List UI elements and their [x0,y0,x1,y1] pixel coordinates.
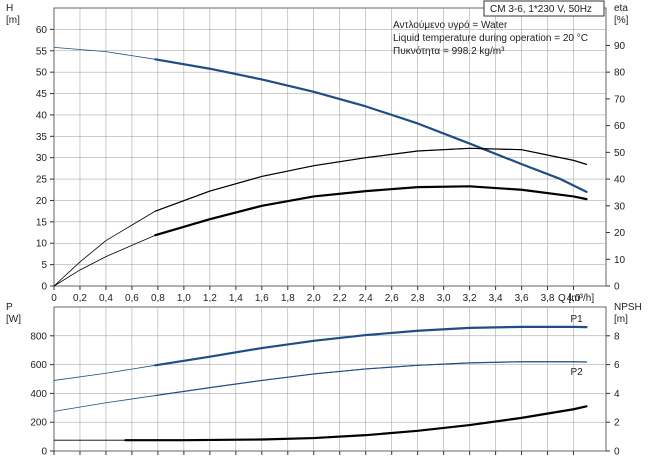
head-efficiency-y2-axis-unit: [%] [614,15,629,26]
power-npsh-y-tick-label: 0 [41,447,47,458]
head-efficiency-y-tick-label: 35 [36,132,48,143]
head-efficiency-y-tick-label: 10 [36,239,48,250]
head-efficiency-x-tick-label: 3,6 [515,293,529,304]
power-npsh-series-2-line [124,405,588,442]
head-efficiency-plot-frame [53,7,607,287]
head-efficiency-series-2-extended [53,185,587,287]
model-label-box [483,0,605,17]
power-npsh-series-2-extended [54,405,587,441]
power-npsh-series-label-p1: P1 [571,314,584,325]
head-efficiency-y-tick-label: 45 [36,89,48,100]
power-npsh-y-tick-label: 800 [30,331,47,342]
head-efficiency-x-tick-label: 0,2 [73,293,87,304]
power-npsh-y2-tick-label: 6 [614,360,620,371]
power-npsh-y2-tick-label: 2 [614,418,620,429]
head-efficiency-y2-tick-label: 70 [614,94,626,105]
head-efficiency-x-tick-label: 1,8 [281,293,295,304]
head-efficiency-x-tick-label: 1,6 [255,293,269,304]
head-efficiency-y-tick-label: 50 [36,68,48,79]
model-label: CM 3-6, 1*230 V, 50Hz [490,4,592,15]
power-npsh-y-axis-unit: [W] [6,314,21,325]
power-npsh-y-tick-label: 200 [30,418,47,429]
head-efficiency-x-tick-label: 3,2 [463,293,477,304]
power-npsh-y2-axis-unit: [m] [614,314,628,325]
head-efficiency-y-tick-label: 25 [36,175,48,186]
head-efficiency-y-tick-label: 40 [36,110,48,121]
head-efficiency-x-tick-label: 2,4 [359,293,373,304]
power-npsh-y2-tick-label: 8 [614,331,620,342]
head-efficiency-y2-tick-label: 30 [614,201,626,212]
power-npsh-y-axis-letter: P [6,302,13,313]
head-efficiency-y2-tick-label: 40 [614,175,626,186]
head-efficiency-x-tick-label: 0,4 [99,293,113,304]
head-efficiency-series-0-extended [53,46,587,193]
head-efficiency-series-1-extended [53,147,587,287]
head-efficiency-y-tick-label: 20 [36,196,48,207]
power-npsh-y2-tick-label: 4 [614,389,620,400]
head-efficiency-x-tick-label: 0,8 [151,293,165,304]
info-line-temperature: Liquid temperature during operation = 20… [393,33,588,44]
head-efficiency-x-tick-label: 0,6 [125,293,139,304]
power-npsh-series-1-extended [53,361,587,412]
power-npsh-y2-tick-label: 0 [614,447,620,458]
power-npsh-series-label-p2: P2 [571,367,584,378]
head-efficiency-series-2-line [154,185,588,237]
info-line-fluid: Αντλούμενο υγρό = Water [393,19,508,31]
head-efficiency-y2-tick-label: 60 [614,121,626,132]
head-efficiency-x-axis-label: Q [m³/h] [558,293,594,304]
head-efficiency-y-tick-label: 15 [36,217,48,228]
head-efficiency-x-tick-label: 1,2 [203,293,217,304]
power-npsh-y2-axis-letter: NPSH [614,302,642,313]
head-efficiency-y-tick-label: 5 [41,260,47,271]
head-efficiency-x-tick-label: 3,0 [437,293,451,304]
head-efficiency-series-1-line [154,147,588,212]
head-efficiency-y2-axis-letter: eta [614,3,628,14]
head-efficiency-series-0-line [154,58,588,194]
head-efficiency-x-tick-label: 2,0 [307,293,321,304]
power-npsh-series-1-line [154,361,588,397]
head-efficiency-y2-tick-label: 80 [614,68,626,79]
head-efficiency-y2-tick-label: 0 [614,282,620,293]
power-npsh-series-0-line [154,325,588,367]
head-efficiency-x-tick-label: 1,4 [229,293,243,304]
head-efficiency-y2-tick-label: 50 [614,148,626,159]
head-efficiency-x-tick-label: 2,8 [411,293,425,304]
head-efficiency-y-axis-letter: H [6,3,13,14]
power-npsh-series-0-extended [53,326,587,381]
power-npsh-plot-frame [53,306,607,452]
head-efficiency-y2-tick-label: 20 [614,228,626,239]
head-efficiency-y2-tick-label: 10 [614,255,626,266]
head-efficiency-x-tick-label: 3,4 [489,293,503,304]
head-efficiency-x-tick-label: 0 [51,293,57,304]
info-line-density: Πυκνότητα = 998.2 kg/m³ [393,45,505,57]
head-efficiency-y-tick-label: 0 [41,282,47,293]
head-efficiency-x-tick-label: 4,0 [567,293,581,304]
head-efficiency-x-tick-label: 1,0 [177,293,191,304]
head-efficiency-x-tick-label: 2,2 [333,293,347,304]
head-efficiency-x-tick-label: 3,8 [541,293,555,304]
head-efficiency-y-tick-label: 30 [36,153,48,164]
power-npsh-y-tick-label: 600 [30,360,47,371]
head-efficiency-x-tick-label: 2,6 [385,293,399,304]
head-efficiency-y-tick-label: 60 [36,25,48,36]
head-efficiency-y2-tick-label: 90 [614,41,626,52]
power-npsh-y-tick-label: 400 [30,389,47,400]
head-efficiency-y-axis-unit: [m] [6,15,20,26]
head-efficiency-y-tick-label: 55 [36,46,48,57]
